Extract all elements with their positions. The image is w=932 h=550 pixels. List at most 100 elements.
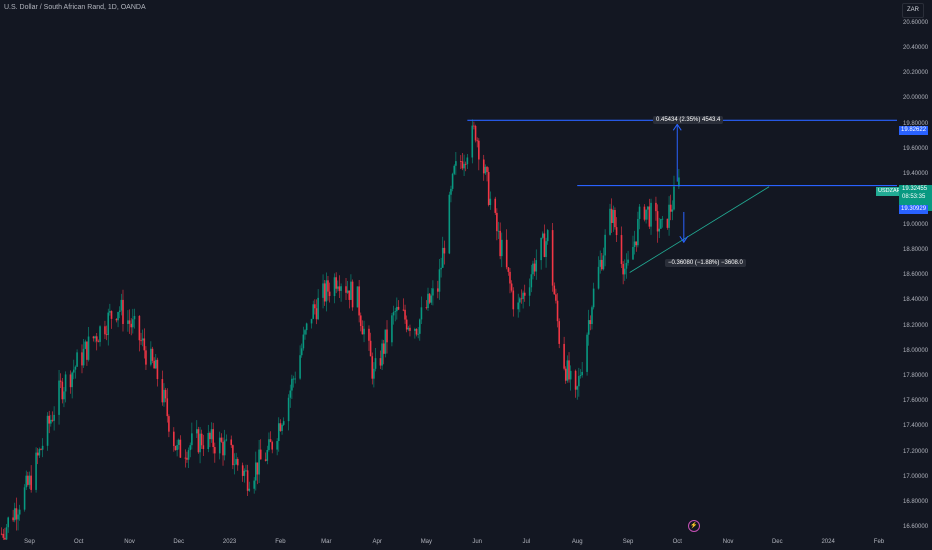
- candle-body: [153, 360, 155, 369]
- candle-body: [163, 389, 165, 403]
- time-axis-tick: 2024: [821, 539, 835, 545]
- candle-body: [346, 290, 349, 293]
- price-axis-tick: 18.20000: [903, 322, 929, 329]
- candle-body: [610, 208, 613, 224]
- candle-body: [500, 239, 503, 257]
- candle-body: [427, 293, 429, 309]
- candle-body: [419, 319, 421, 334]
- candle-body: [269, 439, 272, 443]
- candle-body: [223, 440, 226, 456]
- candle-body: [369, 340, 372, 357]
- candle-body: [441, 247, 444, 268]
- candle-body: [532, 263, 534, 275]
- trend-line: [629, 186, 770, 273]
- candle-body: [94, 336, 96, 339]
- candle-body: [64, 374, 67, 392]
- candle-body: [448, 194, 451, 254]
- candle-body: [482, 159, 485, 174]
- currency-button[interactable]: ZAR: [902, 3, 924, 18]
- candle-body: [643, 206, 646, 220]
- candle-body: [268, 439, 270, 451]
- candle-body: [496, 212, 498, 232]
- candle-body: [166, 398, 169, 417]
- candle-body: [568, 360, 570, 380]
- candle-body: [612, 209, 615, 224]
- candle-body: [333, 277, 336, 297]
- candle-body: [432, 288, 434, 296]
- candle-body: [7, 517, 9, 528]
- candle-body: [287, 397, 290, 422]
- candle-body: [300, 348, 303, 356]
- candle-body: [25, 475, 28, 488]
- price-axis-tick: 18.80000: [903, 246, 929, 253]
- price-axis-tick: 17.40000: [903, 423, 929, 430]
- candle-body: [392, 312, 395, 316]
- candle-body: [246, 470, 249, 491]
- price-axis-tick: 19.40000: [903, 171, 929, 178]
- price-axis[interactable]: 20.60000 20.40000 20.20000 20.00000 19.80000…: [897, 0, 932, 540]
- candle-body: [281, 424, 283, 431]
- price-axis-tick: 18.60000: [903, 272, 929, 279]
- candle-body: [414, 328, 416, 331]
- candle-body: [140, 340, 142, 342]
- candle-body: [402, 309, 405, 311]
- candle-body: [415, 328, 418, 335]
- chart-plot[interactable]: [0, 0, 897, 540]
- candle-body: [122, 299, 124, 325]
- candle-body: [645, 209, 647, 220]
- candle-body: [173, 431, 175, 446]
- measure-down-label[interactable]: −0.36080 (−1.88%) −3608.0: [665, 259, 746, 267]
- candle-body: [156, 359, 159, 380]
- candle-body: [18, 509, 21, 515]
- candle-body: [74, 366, 77, 370]
- candle-body: [225, 439, 228, 441]
- candle-body: [660, 219, 662, 229]
- measure-up-label[interactable]: 0.45434 (2.35%) 4543.4: [653, 116, 724, 124]
- candle-body: [15, 508, 18, 520]
- candle-body: [464, 163, 467, 165]
- candle-body: [291, 378, 293, 391]
- candle-body: [553, 285, 556, 295]
- candle-body: [340, 286, 342, 291]
- time-axis-tick: Jun: [472, 539, 483, 545]
- candle-body: [214, 447, 216, 454]
- candle-body: [543, 233, 546, 257]
- candle-body: [489, 198, 492, 206]
- candle-body: [373, 368, 375, 379]
- candle-body: [133, 315, 136, 320]
- candle-body: [620, 235, 623, 265]
- candle-body: [325, 280, 328, 302]
- candle-body: [51, 419, 54, 421]
- candle-body: [443, 247, 446, 254]
- candle-body: [574, 370, 577, 390]
- price-axis-tick: 17.20000: [903, 448, 929, 455]
- candle-body: [40, 449, 42, 450]
- candle-body: [46, 415, 49, 446]
- time-axis-tick: Apr: [372, 539, 382, 545]
- candle-body: [177, 439, 180, 445]
- candle-body: [195, 429, 198, 434]
- time-axis-tick: Sep: [622, 539, 634, 545]
- candle-body: [556, 300, 559, 322]
- candle-body: [174, 445, 177, 451]
- time-axis-tick: Nov: [722, 539, 734, 545]
- price-axis-tick: 16.60000: [903, 524, 929, 531]
- event-flag-icon[interactable]: ⚡: [688, 520, 700, 532]
- candle-body: [207, 432, 210, 450]
- candle-body: [118, 310, 121, 313]
- time-axis[interactable]: Sep Oct Nov Dec 2023 Feb Mar Apr May Jun Jul Aug Sep…: [0, 538, 897, 550]
- candle-body: [459, 161, 462, 162]
- candle-body: [430, 295, 433, 303]
- candle-body: [589, 320, 592, 325]
- candle-body: [520, 298, 523, 300]
- price-axis-tick: 18.40000: [903, 297, 929, 304]
- drawings-group[interactable]: [467, 119, 897, 273]
- candle-body: [563, 343, 565, 369]
- candle-body: [476, 140, 478, 142]
- candle-body: [455, 161, 457, 166]
- candle-body: [302, 334, 305, 349]
- candle-body: [222, 441, 224, 456]
- candle-body: [36, 452, 39, 456]
- candle-body: [76, 352, 78, 367]
